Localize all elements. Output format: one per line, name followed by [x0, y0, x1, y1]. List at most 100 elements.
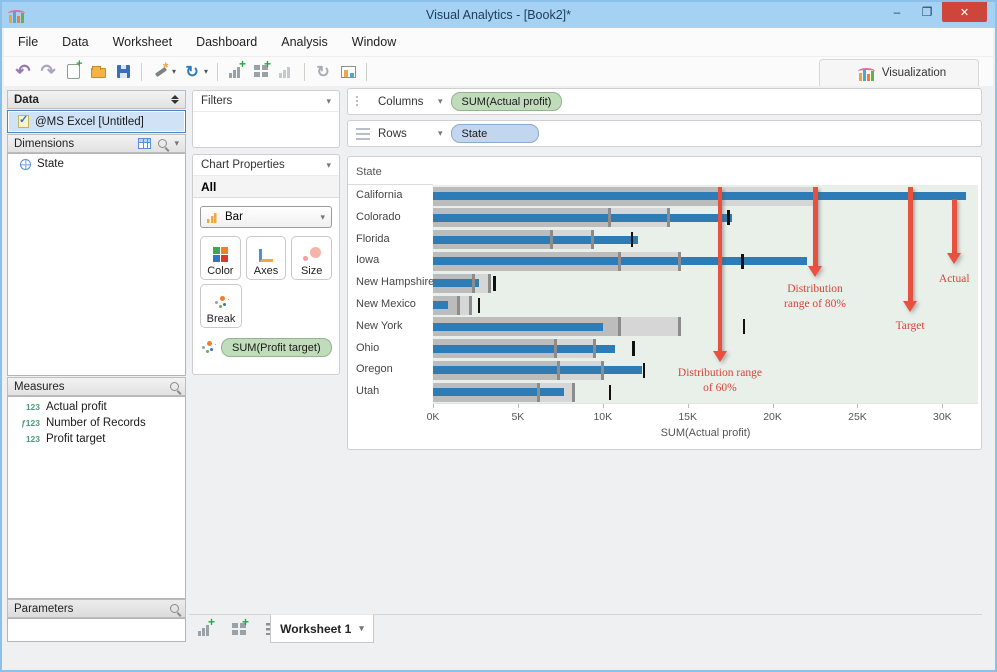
- columns-shelf-caret-icon[interactable]: ▾: [438, 96, 443, 106]
- bullet-row-new-mexico[interactable]: [433, 294, 978, 316]
- color-button[interactable]: Color: [200, 236, 241, 280]
- menu-item-analysis[interactable]: Analysis: [281, 35, 328, 49]
- bullet-row-oregon[interactable]: [433, 359, 978, 381]
- refresh-icon-caret[interactable]: ▾: [204, 67, 209, 76]
- undo-icon[interactable]: ↶: [12, 61, 34, 83]
- columns-shelf-icon: [356, 95, 370, 108]
- data-panel-title: Data: [14, 93, 39, 106]
- band-boundary-tick-80: [487, 273, 491, 293]
- size-button-label: Size: [300, 265, 323, 277]
- dimensions-search-icon[interactable]: [158, 139, 168, 148]
- row-label: Colorado: [356, 210, 401, 223]
- target-tick: [608, 384, 612, 400]
- autoupdate-wand-icon: [153, 59, 168, 79]
- menu-item-file[interactable]: File: [18, 35, 39, 49]
- sort-toggle-icon[interactable]: [171, 95, 179, 104]
- measure-item-actual-profit[interactable]: 123 Actual profit: [8, 397, 185, 413]
- new-dashboard-icon[interactable]: [250, 57, 272, 83]
- bullet-row-new-hampshire[interactable]: [433, 272, 978, 294]
- app-logo-icon: [8, 7, 26, 23]
- clear-sheet-icon[interactable]: ↻: [312, 61, 334, 83]
- maximize-button[interactable]: ❐: [921, 5, 933, 19]
- redo-icon[interactable]: ↷: [37, 61, 59, 83]
- rows-pill-state[interactable]: State: [450, 124, 539, 143]
- bullet-row-colorado[interactable]: [433, 207, 978, 229]
- measure-label: Number of Records: [46, 417, 146, 429]
- new-worksheet-icon[interactable]: [225, 57, 247, 83]
- dimension-item-state[interactable]: State: [8, 154, 185, 170]
- numeric-field-icon: 123: [25, 434, 40, 444]
- tabbar-divider: [189, 614, 982, 615]
- break-button[interactable]: Break: [200, 284, 242, 328]
- new-worksheet-bottom-icon[interactable]: [198, 615, 215, 636]
- actual-profit-bar: [433, 344, 615, 353]
- break-button-label: Break: [206, 313, 236, 325]
- menu-item-data[interactable]: Data: [62, 35, 89, 49]
- bullet-row-california[interactable]: [433, 185, 978, 207]
- x-axis-tick: [602, 404, 604, 408]
- band-boundary-tick-80: [677, 251, 681, 271]
- measure-label: Profit target: [46, 433, 106, 445]
- parameters-search-icon[interactable]: [170, 604, 179, 613]
- bullet-chart-plot[interactable]: Distribution range of 60% Distribution ra…: [433, 185, 978, 403]
- annotation-arrow-shaft: [952, 199, 957, 254]
- profit-target-pill[interactable]: SUM(Profit target): [221, 338, 332, 357]
- annotation-arrow-shaft: [813, 187, 818, 267]
- minimize-button[interactable]: –: [893, 5, 901, 19]
- menu-item-worksheet[interactable]: Worksheet: [112, 35, 173, 49]
- rows-shelf-caret-icon[interactable]: ▾: [438, 128, 443, 138]
- new-dashboard-bottom-icon[interactable]: [232, 615, 249, 636]
- autoupdate-wand-icon-caret[interactable]: ▾: [172, 67, 177, 76]
- bullet-row-iowa[interactable]: [433, 250, 978, 272]
- tab-visualization[interactable]: Visualization: [819, 59, 979, 86]
- x-axis-tick: [857, 404, 859, 408]
- dimensions-menu-caret-icon[interactable]: ▾: [174, 138, 179, 148]
- refresh-icon[interactable]: ↻: [181, 61, 203, 83]
- band-boundary-tick-60: [553, 339, 557, 359]
- chart-area: State California Colorado Florida Iowa New H…: [347, 156, 982, 450]
- open-icon[interactable]: [87, 61, 109, 83]
- worksheet-tab[interactable]: Worksheet 1 ▾: [270, 614, 374, 643]
- measure-item-profit-target[interactable]: 123 Profit target: [8, 429, 185, 445]
- filters-panel: Filters ▾: [192, 90, 340, 148]
- bullet-row-ohio[interactable]: [433, 338, 978, 360]
- band-boundary-tick-80: [667, 208, 671, 228]
- chart-type-caret-icon: ▾: [320, 211, 325, 222]
- size-button[interactable]: Size: [291, 236, 333, 280]
- duplicate-sheet-icon[interactable]: [275, 61, 297, 83]
- chart-properties-collapse-caret-icon[interactable]: ▾: [326, 159, 331, 170]
- datasource-item[interactable]: @MS Excel [Untitled]: [7, 110, 186, 133]
- dimensions-title: Dimensions: [14, 137, 75, 150]
- chart-type-value: Bar: [225, 211, 243, 223]
- menu-item-window[interactable]: Window: [351, 35, 397, 49]
- bullet-row-new-york[interactable]: [433, 316, 978, 338]
- chart-type-select[interactable]: Bar ▾: [200, 206, 332, 228]
- annotation-arrow-head: [903, 301, 918, 312]
- view-data-table-icon[interactable]: [138, 138, 152, 149]
- measure-item-number-of-records[interactable]: ƒ123 Number of Records: [8, 413, 185, 429]
- target-tick: [630, 232, 634, 248]
- band-boundary-tick-60: [550, 230, 554, 250]
- columns-pill-actual-profit[interactable]: SUM(Actual profit): [450, 92, 563, 111]
- band-boundary-tick-60: [472, 273, 476, 293]
- x-axis-tick: [942, 404, 944, 408]
- bullet-row-utah[interactable]: [433, 381, 978, 403]
- save-icon[interactable]: [112, 61, 134, 83]
- x-axis-tick-label: 10K: [593, 411, 613, 423]
- autoupdate-wand-icon[interactable]: [149, 59, 171, 83]
- filters-collapse-caret-icon[interactable]: ▾: [326, 95, 331, 106]
- measures-search-icon[interactable]: [170, 382, 179, 391]
- axes-button[interactable]: Axes: [245, 236, 287, 280]
- annotation-label: Distribution range of 80%: [784, 283, 846, 310]
- menu-item-dashboard[interactable]: Dashboard: [196, 35, 258, 49]
- band-boundary-tick-80: [468, 295, 472, 315]
- new-workbook-icon[interactable]: [62, 58, 84, 83]
- row-label: Ohio: [356, 341, 380, 354]
- new-workbook-icon: [66, 58, 83, 79]
- actual-profit-bar: [433, 213, 732, 222]
- bullet-row-florida[interactable]: [433, 229, 978, 251]
- band-boundary-tick-80: [572, 382, 576, 402]
- presentation-icon[interactable]: [337, 61, 359, 83]
- close-button[interactable]: ✕: [942, 2, 987, 22]
- target-tick: [741, 253, 744, 269]
